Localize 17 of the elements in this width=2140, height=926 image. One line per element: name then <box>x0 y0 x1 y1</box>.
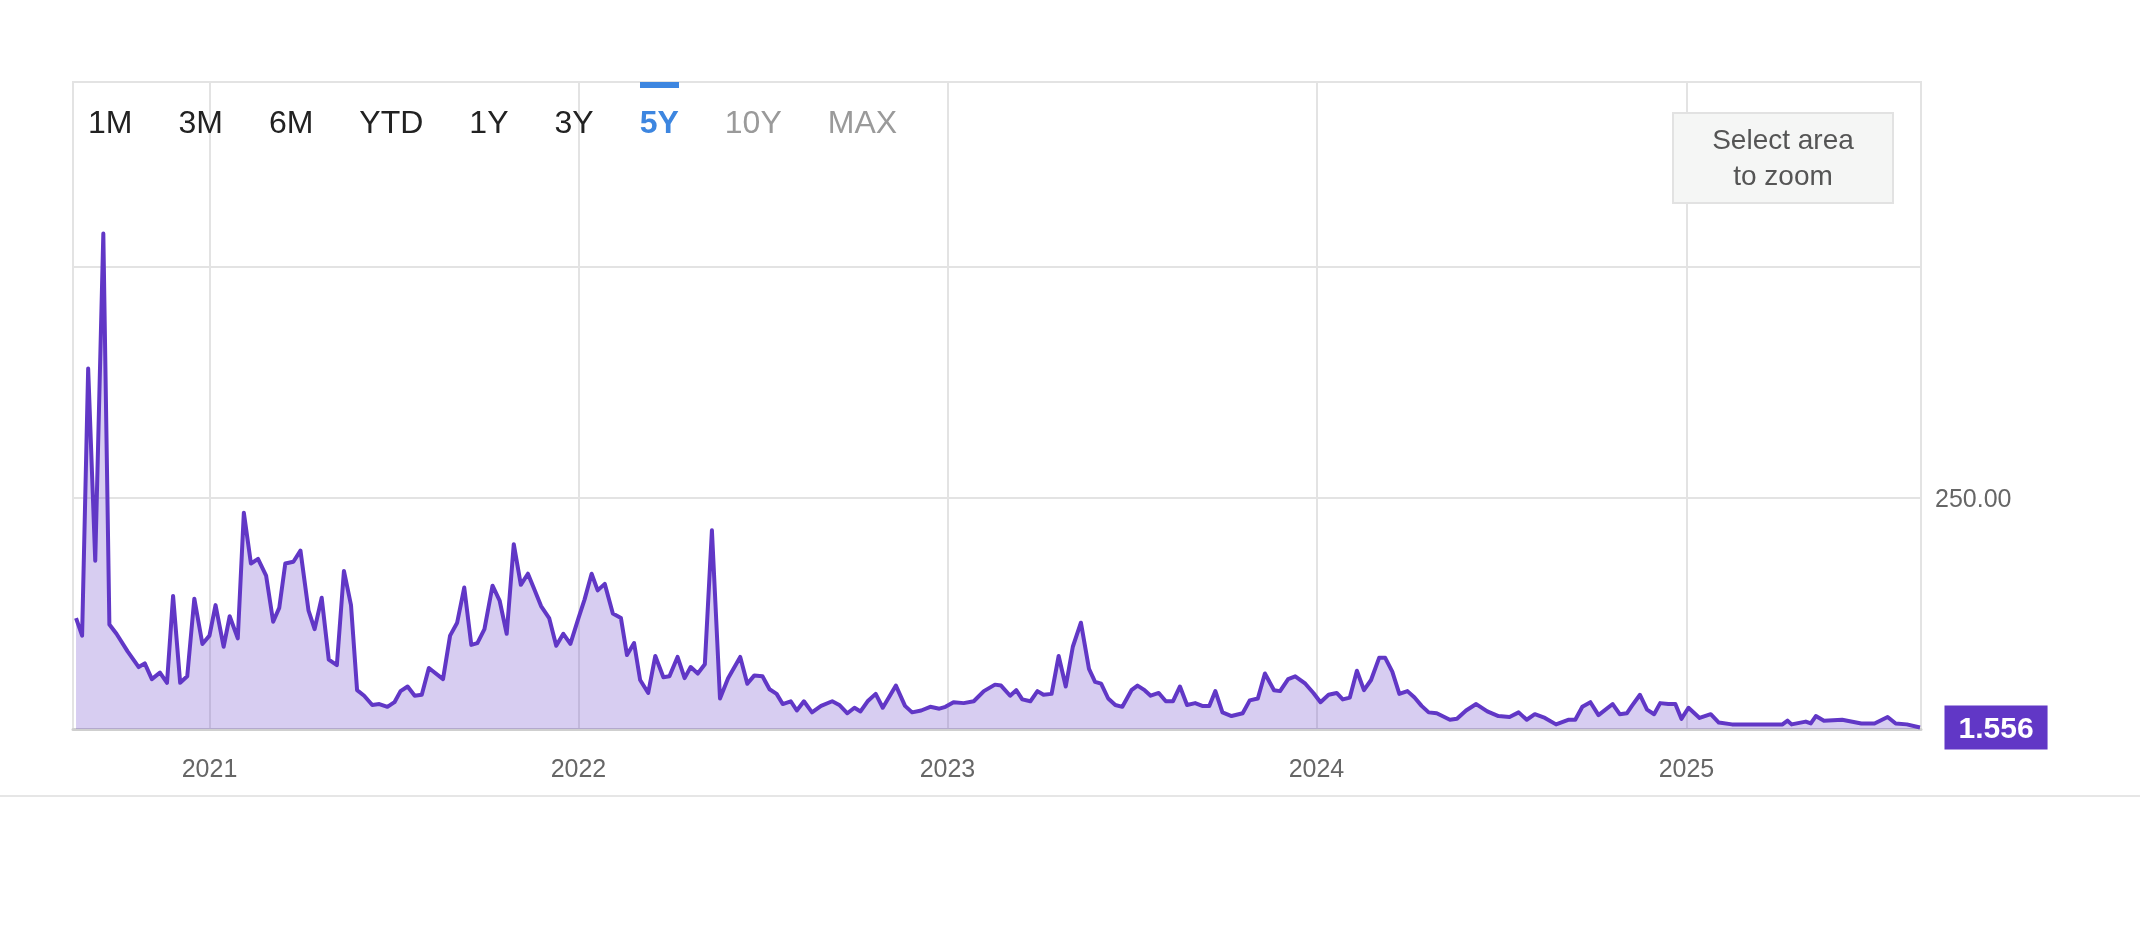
annotation: 3Y <box>554 104 594 141</box>
annotation: MAX <box>827 104 898 141</box>
annotation: 5Y <box>639 104 679 141</box>
x-tick-label: 2021 <box>181 753 238 782</box>
x-tick-label: 2024 <box>1288 753 1345 782</box>
annotation: 1Y <box>469 104 509 141</box>
annotation: YTD <box>359 104 424 141</box>
x-tick-label: 2025 <box>1658 753 1715 782</box>
annotation: 10Y <box>724 104 782 141</box>
y-tick-label: 250.00 <box>1935 483 2012 512</box>
annotation: 1M <box>88 104 133 141</box>
x-tick-label: 2023 <box>919 753 976 782</box>
annotation: 3M <box>178 104 223 141</box>
annotation: 6M <box>268 104 314 141</box>
annotation: 1.556 <box>1958 711 2034 745</box>
annotation: Select area to zoom <box>1672 112 1894 204</box>
x-tick-label: 2022 <box>550 753 607 782</box>
